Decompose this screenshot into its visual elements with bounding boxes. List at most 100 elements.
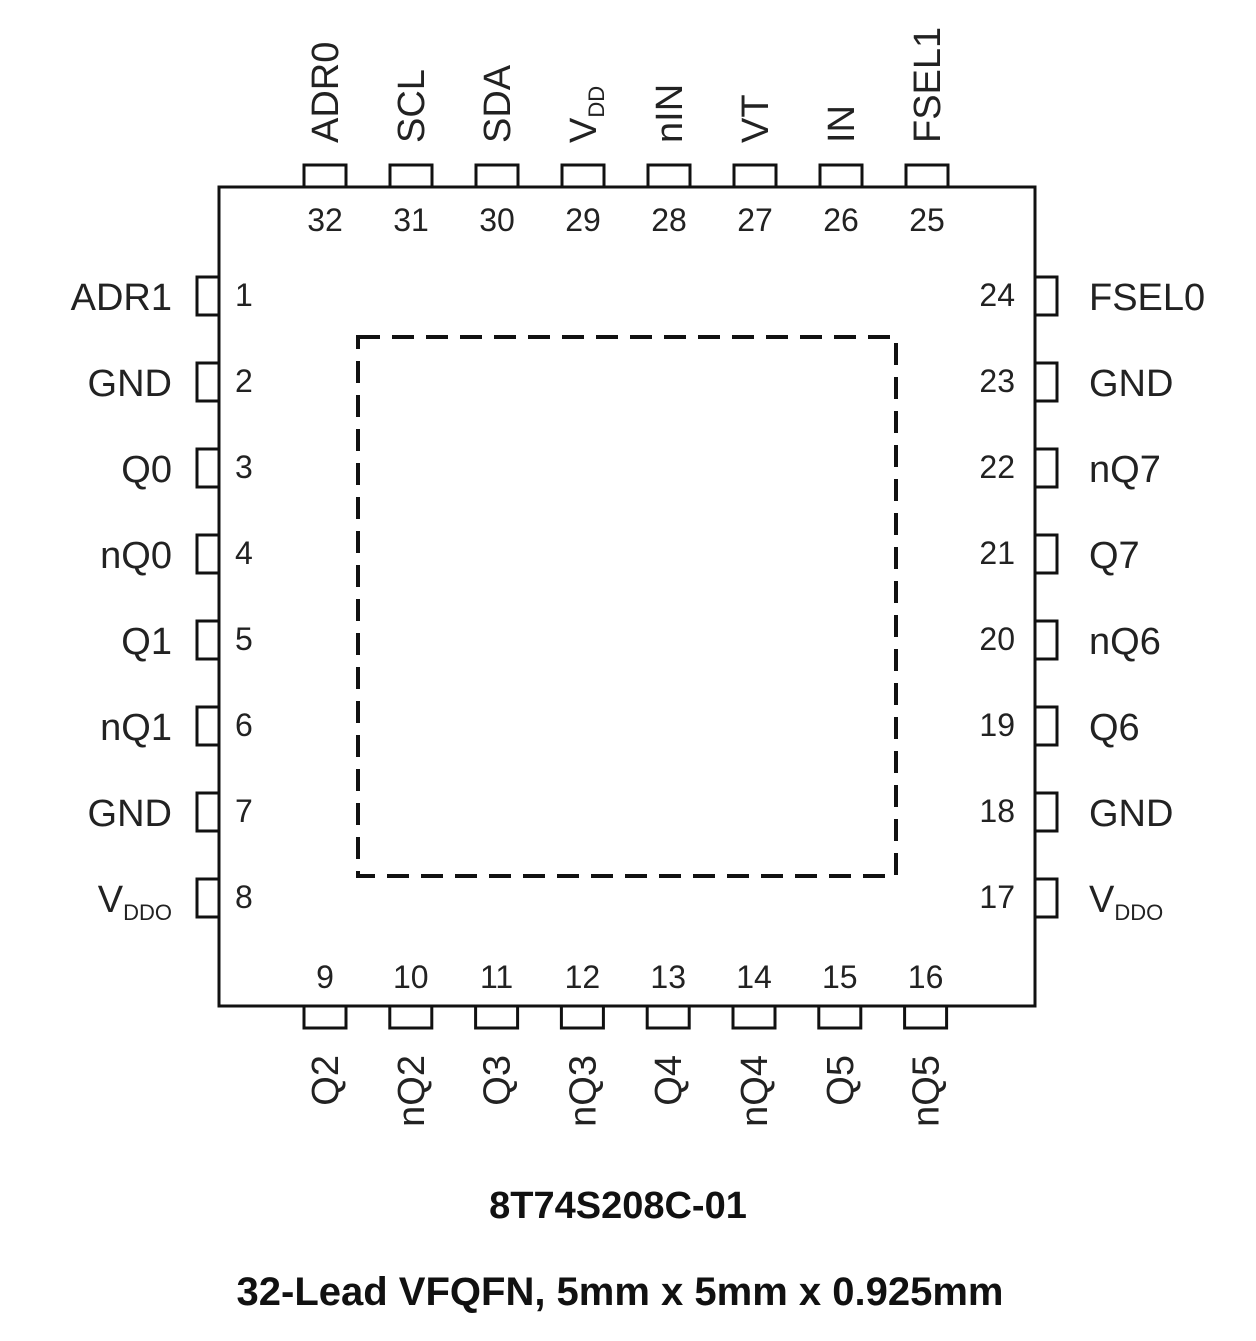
pin-number: 3: [235, 449, 253, 485]
pin-number: 5: [235, 621, 253, 657]
pin-number: 10: [393, 959, 429, 995]
pin-pad: [302, 163, 348, 189]
exposed-pad: [356, 335, 898, 878]
pin-label: SDA: [477, 64, 519, 143]
pin-label: GND: [88, 363, 172, 405]
pin-label: Q7: [1089, 535, 1140, 577]
pin-pad: [195, 705, 221, 747]
pin-number: 15: [822, 959, 858, 995]
pin-number: 18: [979, 793, 1015, 829]
pin-label: Q1: [121, 621, 172, 663]
pin-pad: [903, 1004, 949, 1030]
pin-pad: [645, 1004, 691, 1030]
pin-pad: [1033, 447, 1059, 489]
pin-number: 2: [235, 363, 253, 399]
pin-number: 13: [650, 959, 686, 995]
pin-label: nQ4: [734, 1055, 776, 1127]
pin-pad: [1033, 533, 1059, 575]
pin-pad: [559, 1004, 605, 1030]
pin-number: 7: [235, 793, 253, 829]
pin-label: VDDO: [98, 879, 172, 925]
pin-label: Q4: [648, 1055, 690, 1106]
pin-number: 9: [316, 959, 334, 995]
pin-number: 20: [979, 621, 1015, 657]
pin-label-subscript: DDO: [1114, 900, 1163, 925]
pin-label: Q2: [305, 1055, 347, 1106]
part-number: 8T74S208C-01: [489, 1185, 747, 1227]
pin-pad: [302, 1004, 348, 1030]
pin-pad: [195, 877, 221, 919]
pin-number: 21: [979, 535, 1015, 571]
pin-number: 23: [979, 363, 1015, 399]
pin-number: 25: [909, 202, 945, 238]
pin-number: 31: [393, 202, 429, 238]
pin-pad: [817, 1004, 863, 1030]
package-description: 32-Lead VFQFN, 5mm x 5mm x 0.925mm: [237, 1270, 1004, 1314]
pin-pad: [195, 361, 221, 403]
package-body: [217, 185, 1037, 1008]
pin-pad: [560, 163, 606, 189]
pin-number: 26: [823, 202, 859, 238]
pin-label: ADR1: [71, 277, 172, 319]
pin-number: 32: [307, 202, 343, 238]
pin-pad: [1033, 877, 1059, 919]
pin-pad: [818, 163, 864, 189]
pin-label: ADR0: [305, 42, 347, 143]
pin-number: 6: [235, 707, 253, 743]
pin-pad: [195, 275, 221, 317]
pin-pad: [388, 163, 434, 189]
pin-number: 17: [979, 879, 1015, 915]
pin-label: nQ7: [1089, 449, 1161, 491]
pin-pad: [1033, 791, 1059, 833]
pin-pad: [474, 163, 520, 189]
pin-pad: [731, 1004, 777, 1030]
pin-label: nQ3: [562, 1055, 604, 1127]
pin-number: 19: [979, 707, 1015, 743]
pin-label: nIN: [649, 84, 691, 143]
pin-number: 27: [737, 202, 773, 238]
pin-label: nQ6: [1089, 621, 1161, 663]
pin-label: Q3: [477, 1055, 519, 1106]
pin-pad: [195, 791, 221, 833]
pin-pad: [1033, 361, 1059, 403]
pin-label: nQ1: [100, 707, 172, 749]
pin-label: GND: [1089, 363, 1173, 405]
pin-pad: [388, 1004, 434, 1030]
pin-pad: [1033, 275, 1059, 317]
pin-label: nQ0: [100, 535, 172, 577]
pin-number: 30: [479, 202, 515, 238]
pin-label: VDD: [563, 86, 609, 143]
pin-label: SCL: [391, 69, 433, 143]
pin-label: VDDO: [1089, 879, 1163, 925]
pin-label: GND: [1089, 793, 1173, 835]
pin-number: 12: [565, 959, 601, 995]
pin-pad: [1033, 619, 1059, 661]
pin-number: 16: [908, 959, 944, 995]
pin-label-subscript: DD: [584, 86, 609, 118]
pin-label: nQ5: [906, 1055, 948, 1127]
pin-label: Q0: [121, 449, 172, 491]
pin-label: VT: [735, 94, 777, 143]
pin-label: nQ2: [391, 1055, 433, 1127]
pin-number: 28: [651, 202, 687, 238]
pin-pad: [904, 163, 950, 189]
pin-number: 14: [736, 959, 772, 995]
pin-pad: [195, 619, 221, 661]
pin-label: GND: [88, 793, 172, 835]
pin-label: FSEL0: [1089, 277, 1205, 319]
pin-number: 29: [565, 202, 601, 238]
pin-pad: [195, 533, 221, 575]
pin-number: 11: [480, 959, 513, 995]
pin-pad: [1033, 705, 1059, 747]
pin-number: 4: [235, 535, 253, 571]
pin-label: FSEL1: [907, 27, 949, 143]
pin-label: IN: [821, 105, 863, 143]
pin-pad: [474, 1004, 520, 1030]
pin-pad: [646, 163, 692, 189]
pin-number: 22: [979, 449, 1015, 485]
pin-pad: [195, 447, 221, 489]
pin-label: Q6: [1089, 707, 1140, 749]
pin-label-subscript: DDO: [123, 900, 172, 925]
pin-number: 8: [235, 879, 253, 915]
